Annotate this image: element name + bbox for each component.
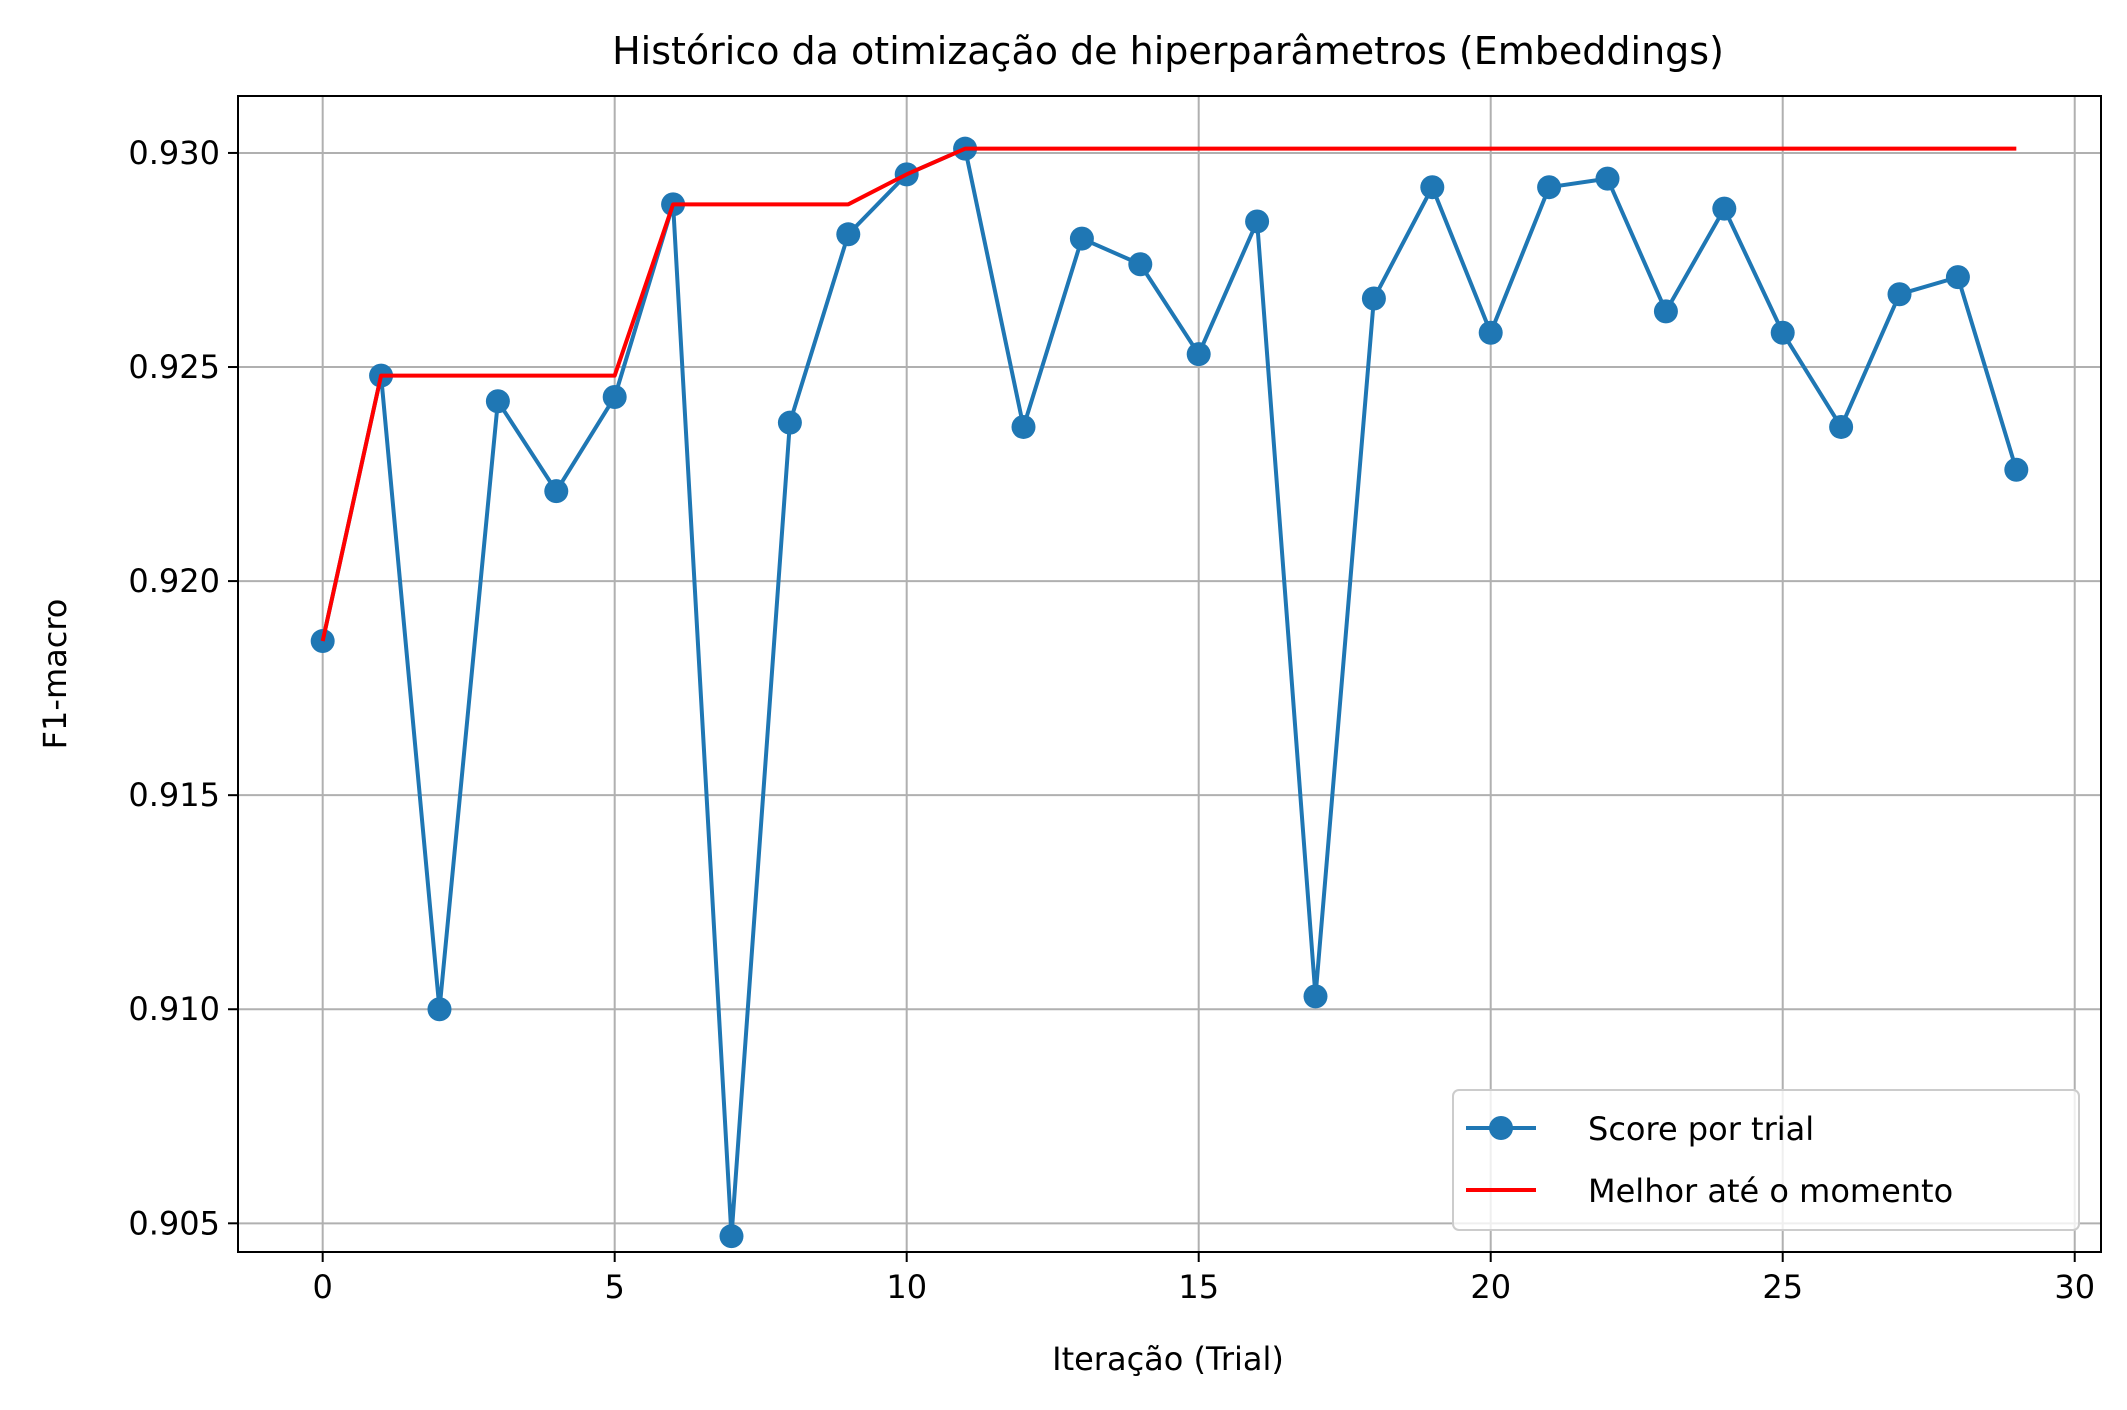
data-point-score-per-trial <box>310 629 335 654</box>
x-tick-label: 20 <box>1470 1268 1511 1306</box>
x-tick-label: 10 <box>886 1268 927 1306</box>
x-tick-label: 30 <box>2054 1268 2095 1306</box>
data-point-score-per-trial <box>544 479 569 504</box>
data-point-score-per-trial <box>1770 320 1795 345</box>
plot-frame <box>237 95 2102 1253</box>
x-axis-label: Iteração (Trial) <box>1052 1340 1284 1378</box>
y-axis-ticks: 0.905 0.910 0.915 0.920 0.925 0.930 <box>128 134 238 1242</box>
data-point-score-per-trial <box>1245 209 1270 234</box>
data-point-score-per-trial <box>1186 342 1211 367</box>
series-line-best-so-far <box>320 146 2017 642</box>
y-tick-label: 0.905 <box>128 1204 220 1242</box>
chart-title: Histórico da otimização de hiperparâmetr… <box>612 29 1724 73</box>
legend-box <box>1452 1089 2080 1231</box>
data-point-score-per-trial <box>1069 226 1094 251</box>
data-point-score-per-trial <box>1361 286 1386 311</box>
data-point-score-per-trial <box>1945 265 1970 290</box>
data-point-score-per-trial <box>777 410 802 435</box>
y-tick-label: 0.925 <box>128 348 220 386</box>
y-tick-label: 0.910 <box>128 990 220 1028</box>
data-point-score-per-trial <box>485 389 510 414</box>
x-tick-label: 15 <box>1178 1268 1219 1306</box>
x-tick-label: 25 <box>1762 1268 1803 1306</box>
legend-label-best: Melhor até o momento <box>1588 1172 1953 1210</box>
data-point-score-per-trial <box>1653 299 1678 324</box>
legend-label-score: Score por trial <box>1588 1110 1814 1148</box>
data-point-score-per-trial <box>1420 175 1445 200</box>
series-line-score-per-trial <box>320 146 2019 1239</box>
legend: Score por trial Melhor até o momento <box>1452 1089 2080 1231</box>
data-point-score-per-trial <box>719 1224 744 1249</box>
series-layer <box>310 136 2029 1249</box>
data-point-score-per-trial <box>1829 414 1854 439</box>
data-point-score-per-trial <box>1537 175 1562 200</box>
data-point-score-per-trial <box>836 222 861 247</box>
data-point-score-per-trial <box>2004 457 2029 482</box>
x-tick-label: 5 <box>605 1268 625 1306</box>
y-axis-label: F1-macro <box>36 599 74 750</box>
data-point-score-per-trial <box>1595 166 1620 191</box>
y-tick-label: 0.915 <box>128 776 220 814</box>
x-axis-ticks: 0 5 10 15 20 25 30 <box>313 1252 2095 1306</box>
data-point-score-per-trial <box>427 997 452 1022</box>
x-tick-label: 0 <box>313 1268 333 1306</box>
data-point-score-per-trial <box>1128 252 1153 277</box>
data-point-score-per-trial <box>1478 320 1503 345</box>
legend-swatch-score-marker <box>1489 1116 1513 1140</box>
data-point-score-per-trial <box>1887 282 1912 307</box>
y-tick-label: 0.930 <box>128 134 220 172</box>
data-point-score-per-trial <box>1011 414 1036 439</box>
data-point-score-per-trial <box>602 384 627 409</box>
data-point-score-per-trial <box>1303 984 1328 1009</box>
grid <box>238 96 2101 1252</box>
y-tick-label: 0.920 <box>128 562 220 600</box>
data-point-score-per-trial <box>1712 196 1737 221</box>
